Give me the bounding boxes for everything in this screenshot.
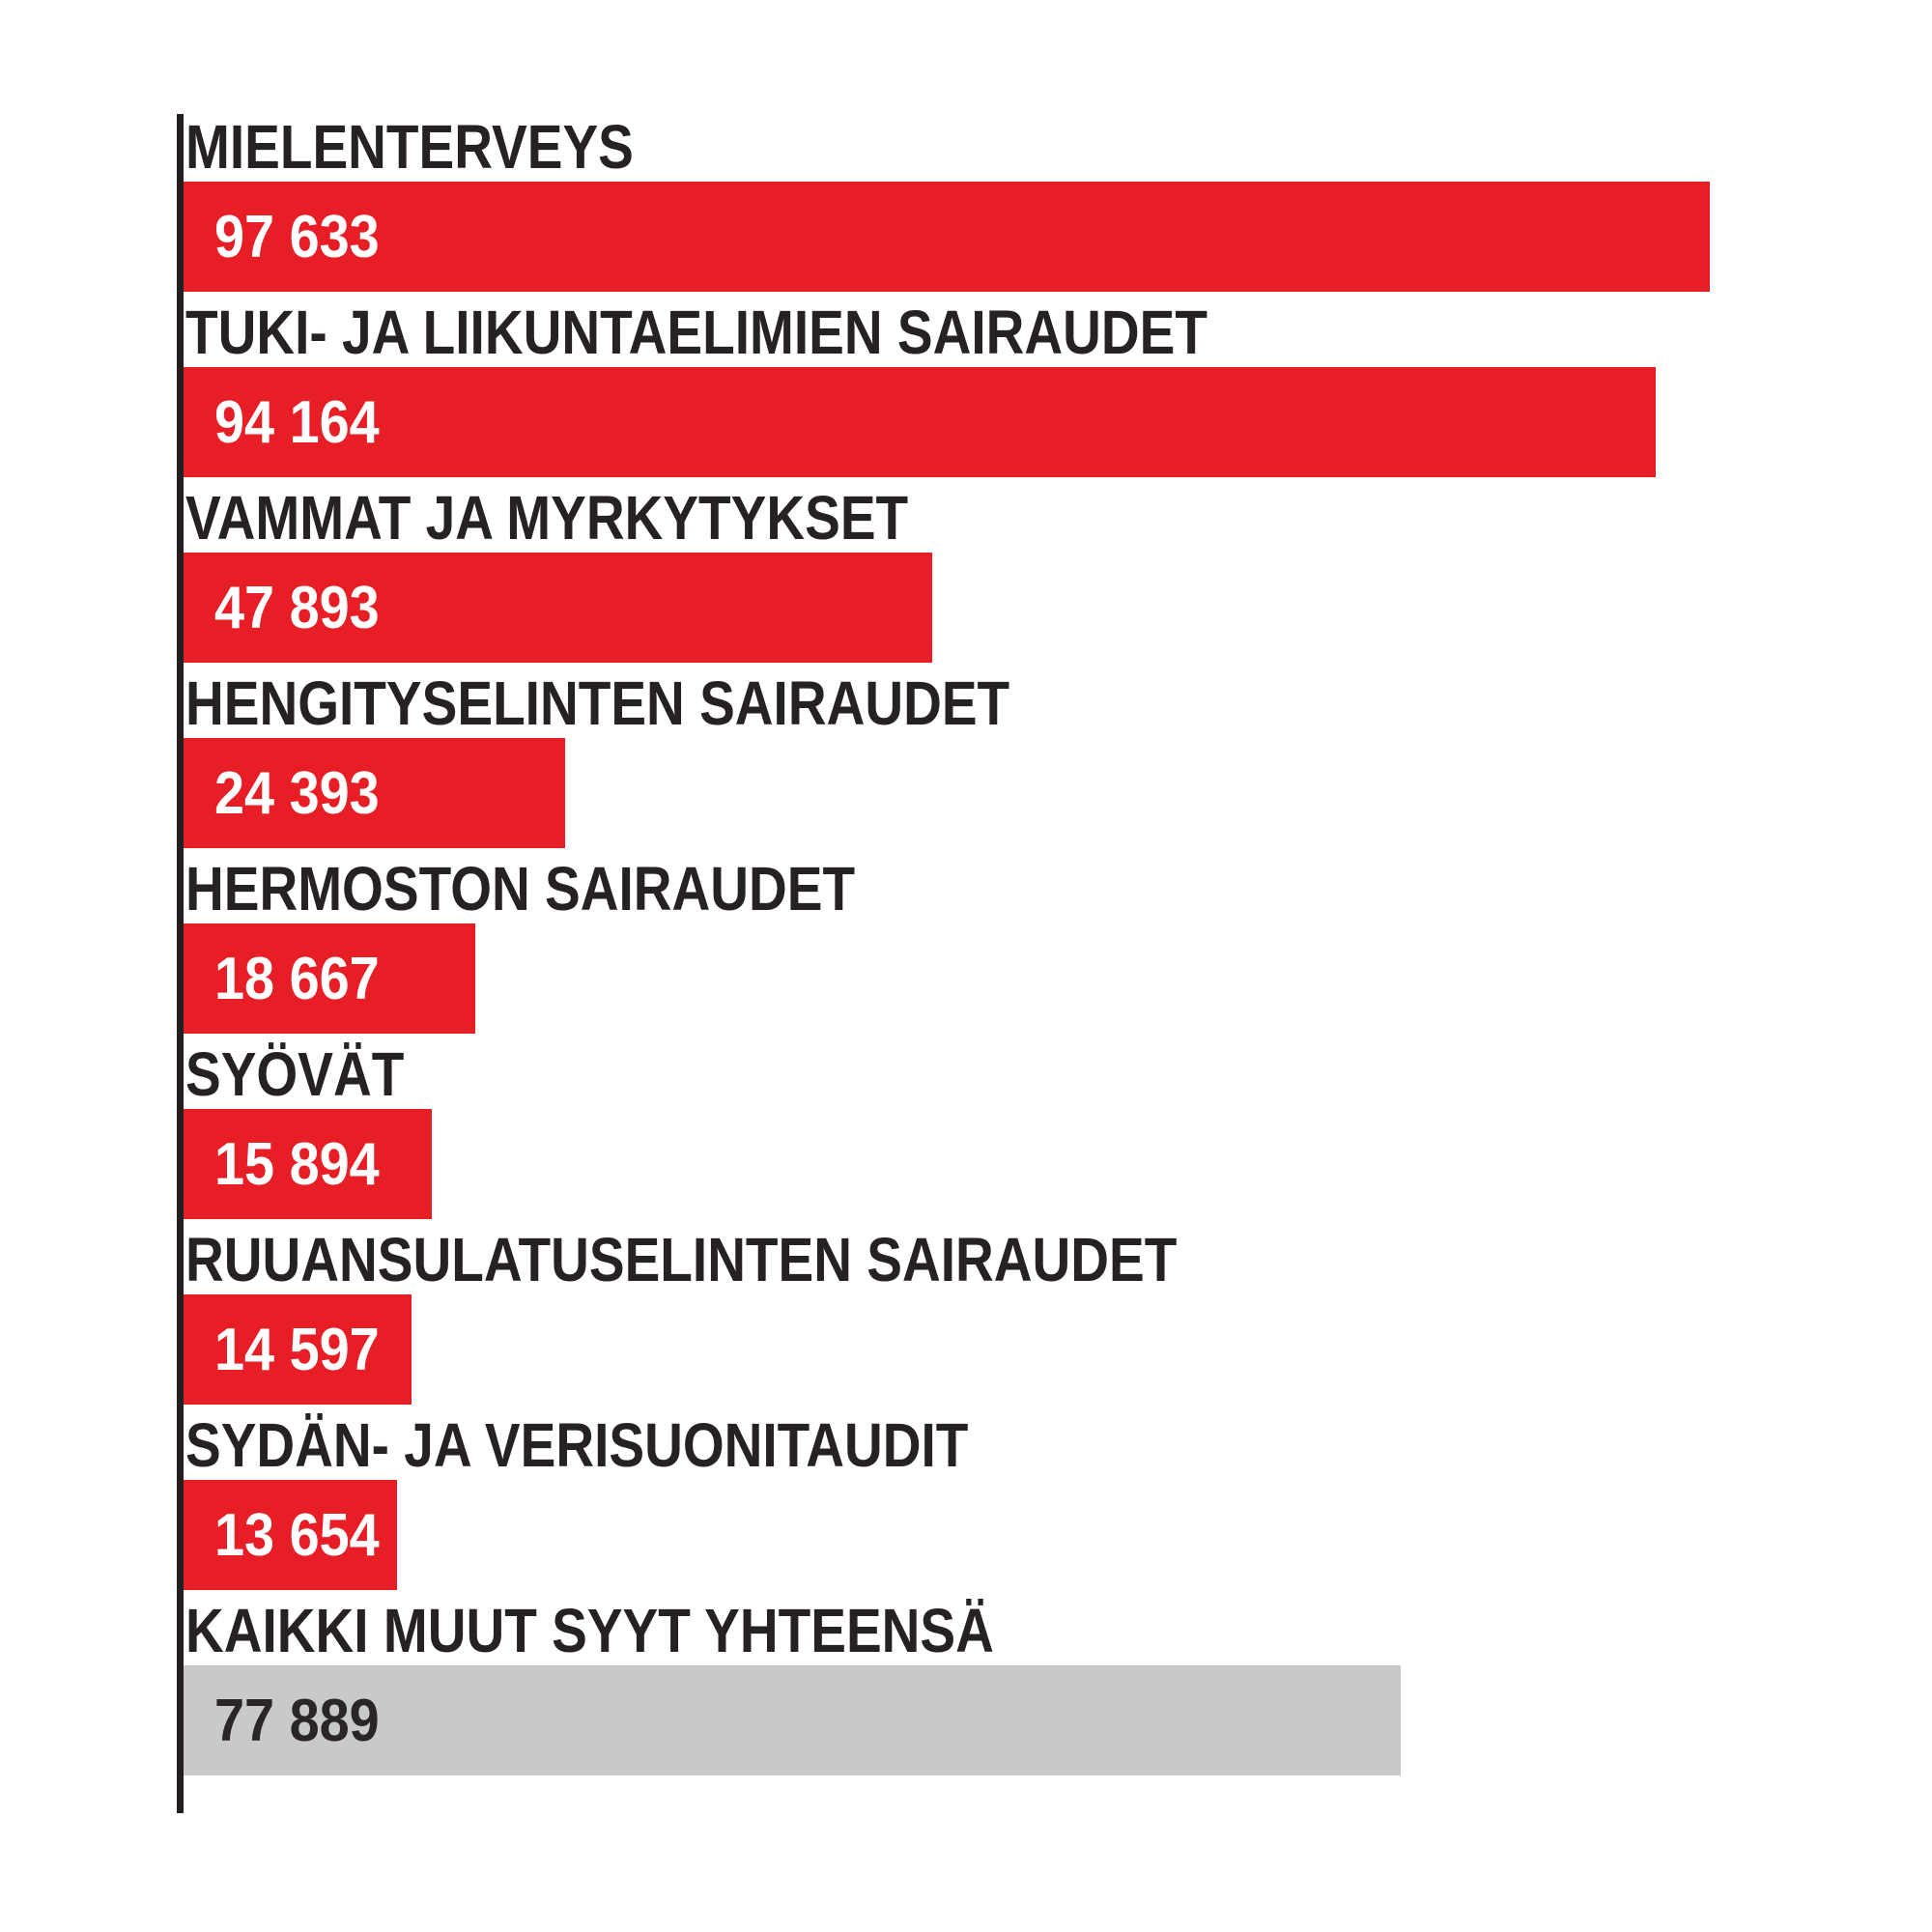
bar-label: HENGITYSELINTEN SAIRAUDET bbox=[185, 668, 1010, 738]
bar-label: SYÖVÄT bbox=[185, 1039, 405, 1109]
bar-value-label: 94 164 bbox=[214, 388, 380, 456]
bar-label: KAIKKI MUUT SYYT YHTEENSÄ bbox=[185, 1596, 994, 1665]
bar: 77 889 bbox=[184, 1665, 1401, 1776]
bar: 14 597 bbox=[184, 1294, 412, 1405]
bar: 94 164 bbox=[184, 367, 1656, 477]
bar-label: TUKI- JA LIIKUNTAELIMIEN SAIRAUDET bbox=[185, 298, 1208, 367]
bar-label: HERMOSTON SAIRAUDET bbox=[185, 854, 856, 923]
bar-value-label: 18 667 bbox=[214, 945, 380, 1012]
y-axis-line bbox=[177, 114, 184, 1813]
bar: 15 894 bbox=[184, 1109, 432, 1219]
bar-label: MIELENTERVEYS bbox=[185, 112, 634, 182]
bar-label: RUUANSULATUSELINTEN SAIRAUDET bbox=[185, 1225, 1178, 1294]
bar-value-label: 14 597 bbox=[214, 1316, 380, 1383]
bar-value-label: 97 633 bbox=[214, 203, 380, 270]
bar-value-label: 47 893 bbox=[214, 574, 380, 641]
bar: 13 654 bbox=[184, 1480, 397, 1590]
bar: 24 393 bbox=[184, 738, 565, 848]
bar-label: VAMMAT JA MYRKYTYKSET bbox=[185, 483, 909, 553]
bar: 97 633 bbox=[184, 182, 1710, 292]
bar-value-label: 77 889 bbox=[214, 1687, 380, 1754]
bar-value-label: 24 393 bbox=[214, 759, 380, 827]
bar-value-label: 13 654 bbox=[214, 1501, 380, 1569]
bar-value-label: 15 894 bbox=[214, 1130, 380, 1198]
bar-label: SYDÄN- JA VERISUONITAUDIT bbox=[185, 1410, 969, 1480]
bar: 47 893 bbox=[184, 553, 932, 663]
bar: 18 667 bbox=[184, 923, 475, 1034]
